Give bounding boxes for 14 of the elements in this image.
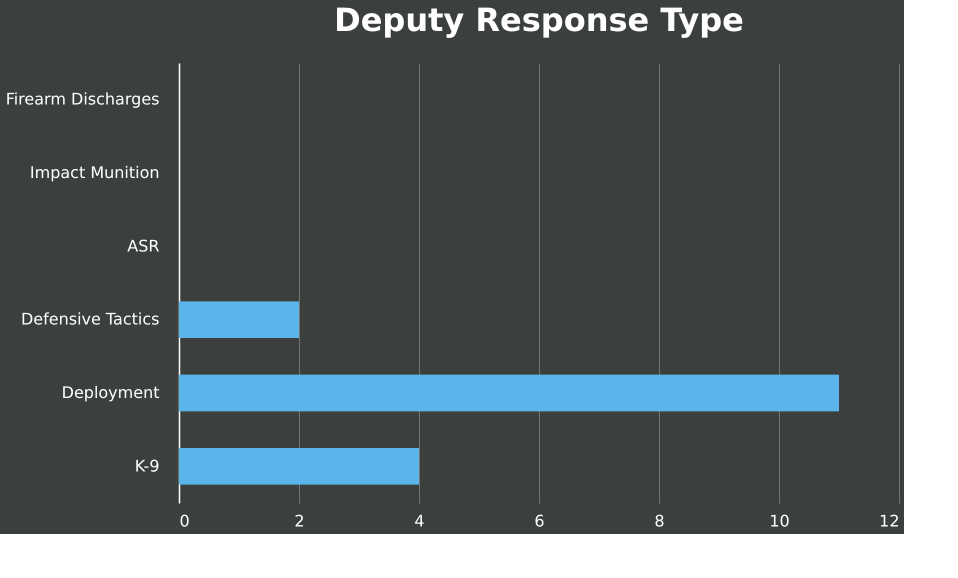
x-tick-label: 6 <box>534 512 545 530</box>
y-tick-label: Defensive Tactics <box>20 310 160 329</box>
x-tick-label: 2 <box>294 512 305 530</box>
y-tick-label: Firearm Discharges <box>6 90 160 109</box>
y-tick-label: Impact Munition <box>30 163 160 182</box>
y-tick-label: Deployment <box>62 383 160 402</box>
y-tick-label: K-9 <box>134 456 160 476</box>
x-tick-label: 12 <box>879 512 900 530</box>
x-tick-label: 0 <box>180 512 190 530</box>
x-tick-label: 10 <box>769 512 790 530</box>
x-tick-label: 8 <box>654 512 665 530</box>
x-tick-label: 4 <box>414 512 425 530</box>
chart-title: Deputy Response Type <box>334 1 744 39</box>
y-tick-label: ASR <box>127 236 160 256</box>
